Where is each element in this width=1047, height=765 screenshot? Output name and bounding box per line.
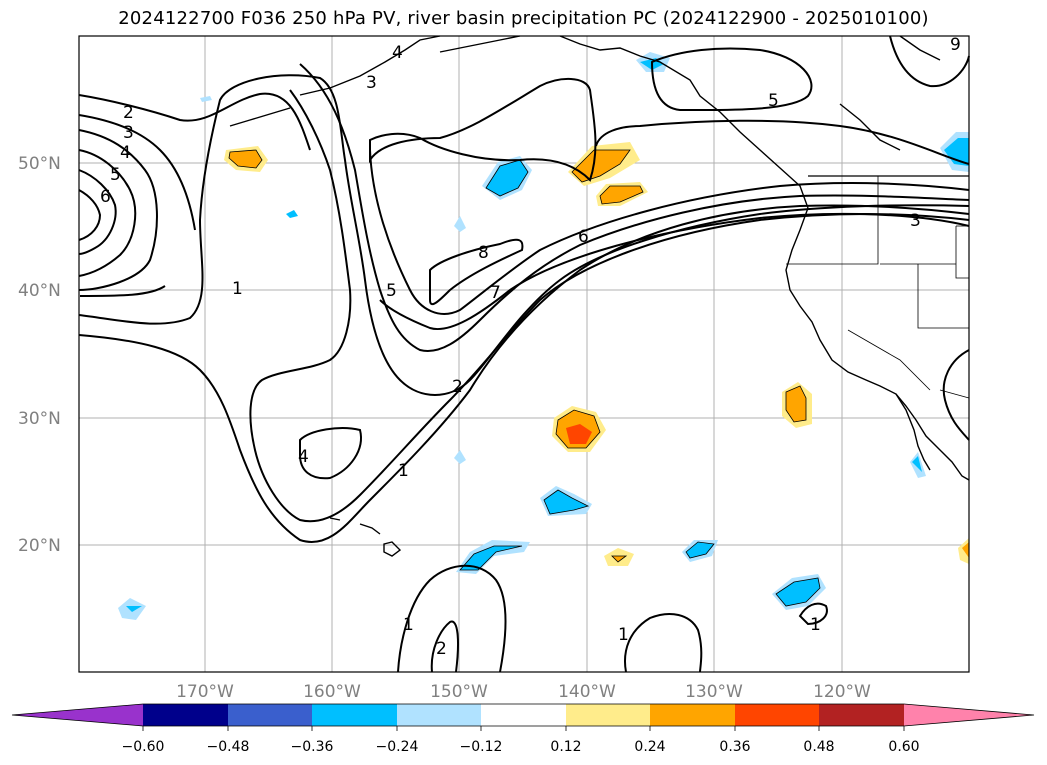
state-borders	[786, 176, 970, 399]
colorbar-tick-label: −0.48	[207, 739, 250, 755]
precip-positive-blob	[571, 149, 631, 183]
colorbar-ticks	[142, 726, 905, 731]
colorbar-tick-label: 0.48	[803, 739, 834, 755]
pv-contour-label: 8	[478, 243, 489, 263]
pv-contour-label: 4	[298, 447, 309, 467]
pv-contour-label: 4	[392, 43, 403, 63]
precip-negative-blob	[685, 541, 715, 559]
colorbar-segment	[228, 704, 312, 726]
pv-contour-label: 1	[618, 625, 629, 645]
lon-label: 120°W	[813, 682, 871, 702]
pv-contour-label: 5	[768, 91, 779, 111]
precip-negative-blob	[543, 489, 590, 515]
map-frame	[79, 36, 969, 672]
pv-contour-label: 7	[490, 283, 501, 303]
lon-label: 150°W	[430, 682, 488, 702]
pv-contour-label: 1	[398, 461, 409, 481]
colorbar-tick-label: −0.24	[376, 739, 419, 755]
colorbar-tick-label: 0.36	[719, 739, 750, 755]
pv-contour-label: 1	[232, 279, 243, 299]
pv-contour-label: 3	[366, 73, 377, 93]
colorbar-right-extension	[904, 704, 1034, 726]
pv-contour-label: 6	[100, 187, 111, 207]
pv-contour-label: 3	[123, 123, 134, 143]
pv-contour-label: 1	[810, 615, 821, 635]
lon-label: 160°W	[303, 682, 361, 702]
pv-contour-label: 1	[403, 615, 414, 635]
precip-negative-blob	[775, 577, 821, 607]
lat-label: 40°N	[18, 281, 61, 301]
precip-positive-blob	[599, 185, 644, 205]
colorbar-left-extension	[12, 704, 143, 726]
precip-negative-blob	[126, 606, 142, 612]
colorbar-tick-label: −0.12	[460, 739, 503, 755]
coastlines	[229, 35, 970, 557]
colorbar-tick-label: −0.60	[122, 739, 165, 755]
pv-contour-labels: 2 3 4 5 6 4 3 9 5 8 7 6 1 5 2 4 1 3 1 2 …	[100, 35, 961, 659]
precip-negative-blob	[485, 159, 529, 197]
colorbar-segment	[312, 704, 397, 726]
precip-positive-blob	[962, 542, 969, 558]
map-border	[78, 35, 970, 673]
pv-contour-label: 5	[110, 165, 121, 185]
colorbar-tick-label: 0.24	[634, 739, 665, 755]
lon-label: 130°W	[685, 682, 743, 702]
precip-negative-blob	[454, 216, 466, 232]
precip-negative-blob	[454, 450, 466, 464]
precip-positive-blob	[785, 385, 807, 423]
precip-negative-blob	[200, 96, 212, 102]
colorbar-segment	[566, 704, 650, 726]
precip-negative-blob	[912, 456, 922, 472]
figure-title: 2024122700 F036 250 hPa PV, river basin …	[118, 8, 929, 29]
pv-contour-label: 2	[452, 377, 463, 397]
colorbar-tick-label: 0.60	[888, 739, 919, 755]
colorbar-segment	[481, 704, 566, 726]
colorbar-tick-label: 0.12	[550, 739, 581, 755]
pv-contour-label: 6	[578, 227, 589, 247]
longitude-labels: 170°W 160°W 150°W 140°W 130°W 120°W	[176, 682, 871, 702]
colorbar-segment	[819, 704, 904, 726]
pv-contour-label: 2	[123, 103, 134, 123]
precip-positive-blob	[611, 555, 628, 563]
colorbar-segment	[735, 704, 819, 726]
precip-positive-blob	[566, 424, 592, 444]
colorbar-segment	[397, 704, 481, 726]
pv-contour-label: 9	[950, 35, 961, 55]
pv-contour-label: 2	[436, 639, 447, 659]
precip-negative-blob	[286, 210, 298, 218]
pv-contour-label: 5	[386, 281, 397, 301]
lat-label: 20°N	[18, 536, 61, 556]
colorbar-segment	[143, 704, 228, 726]
latitude-labels: 50°N 40°N 30°N 20°N	[18, 154, 61, 556]
pv-contour-label: 3	[910, 211, 921, 231]
lat-label: 50°N	[18, 154, 61, 174]
lat-label: 30°N	[18, 409, 61, 429]
lon-label: 170°W	[176, 682, 234, 702]
precip-negative-blob	[459, 545, 523, 571]
lon-label: 140°W	[558, 682, 616, 702]
precip-negative-blob	[944, 138, 969, 166]
colorbar	[11, 703, 1035, 727]
colorbar-segment	[650, 704, 735, 726]
precip-positive-blob	[228, 149, 263, 169]
colorbar-tick-labels: −0.60 −0.48 −0.36 −0.24 −0.12 0.12 0.24 …	[122, 739, 920, 755]
pv-contour-label: 4	[120, 143, 131, 163]
pv-contours	[78, 35, 970, 673]
colorbar-tick-label: −0.36	[291, 739, 334, 755]
